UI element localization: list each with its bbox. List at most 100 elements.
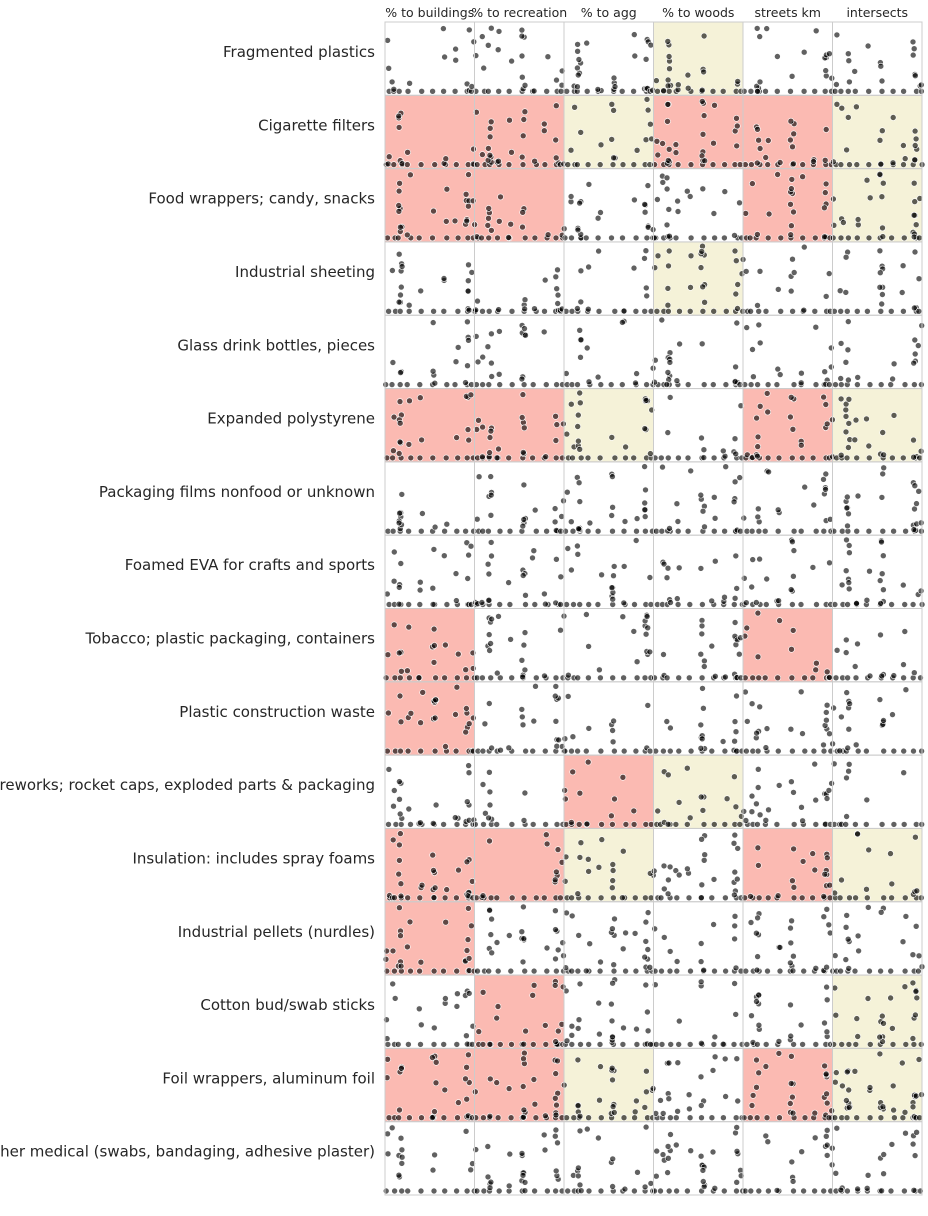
scatter-point (462, 728, 470, 736)
scatter-point (733, 122, 741, 130)
scatter-point (532, 894, 540, 902)
scatter-point (598, 821, 605, 828)
scatter-point (519, 161, 527, 168)
scatter-point (453, 683, 461, 691)
scatter-point (597, 1114, 605, 1121)
scatter-point (494, 1003, 502, 1010)
cell-highlight-positive (832, 828, 922, 902)
scatter-point (790, 208, 797, 216)
scatter-point (641, 499, 649, 507)
scatter-point (913, 1129, 920, 1136)
scatter-point (596, 666, 603, 674)
scatter-point (823, 905, 831, 913)
scatter-point (913, 994, 921, 1002)
scatter-point (820, 476, 827, 483)
scatter-point (558, 81, 566, 89)
scatter-point (507, 967, 515, 975)
scatter-point (800, 88, 808, 95)
scatter-point (852, 674, 860, 682)
scatter-point (568, 894, 575, 902)
scatter-point (697, 1102, 705, 1109)
scatter-point (842, 923, 850, 931)
scatter-point (565, 671, 572, 679)
scatter-point (609, 867, 617, 874)
scatter-point (915, 967, 922, 975)
scatter-point (397, 830, 404, 837)
scatter-point (901, 155, 909, 162)
scatter-point (749, 180, 756, 187)
scatter-point (529, 991, 537, 999)
scatter-point (878, 88, 886, 95)
scatter-point (667, 1041, 675, 1048)
scatter-point (880, 451, 887, 459)
scatter-point (733, 142, 741, 150)
scatter-point (479, 381, 486, 388)
scatter-point (731, 922, 739, 930)
scatter-point (529, 1041, 537, 1048)
scatter-point (484, 1173, 492, 1181)
scatter-point (837, 234, 845, 242)
scatter-point (553, 76, 560, 84)
scatter-point (788, 454, 796, 462)
scatter-point (385, 153, 393, 160)
scatter-point (522, 331, 529, 339)
scatter-point (720, 1114, 727, 1121)
scatter-point (837, 395, 845, 403)
scatter-point (749, 674, 757, 682)
scatter-point (619, 319, 626, 326)
scatter-point (586, 940, 594, 948)
scatter-point (574, 1172, 582, 1180)
scatter-point (610, 107, 617, 114)
scatter-point (480, 64, 488, 72)
scatter-point (823, 1090, 830, 1098)
scatter-point (910, 211, 918, 219)
scatter-point (440, 967, 447, 975)
scatter-point (879, 224, 886, 232)
scatter-point (417, 307, 425, 315)
scatter-point (395, 450, 403, 457)
scatter-point (487, 640, 494, 647)
scatter-point (508, 821, 516, 828)
scatter-point (584, 161, 592, 168)
scatter-point (687, 161, 695, 168)
scatter-point (430, 1187, 438, 1195)
scatter-point (700, 704, 707, 712)
scatter-point (552, 1070, 560, 1077)
scatter-point (730, 601, 738, 608)
scatter-point (521, 967, 529, 975)
scatter-point (775, 1050, 783, 1057)
scatter-point (812, 821, 820, 828)
scatter-point (801, 483, 809, 491)
scatter-point (561, 877, 569, 885)
scatter-point (396, 398, 404, 405)
scatter-point (832, 1011, 840, 1019)
scatter-point (851, 88, 859, 95)
scatter-point (888, 880, 896, 888)
scatter-point (630, 31, 638, 38)
scatter-point (431, 1151, 438, 1159)
scatter-point (719, 88, 727, 95)
scatter-point (479, 892, 487, 900)
scatter-point (698, 1114, 705, 1121)
scatter-point (473, 1187, 481, 1195)
scatter-point (719, 447, 727, 455)
scatter-point (440, 1114, 448, 1121)
scatter-point (487, 931, 495, 938)
scatter-point (440, 821, 447, 828)
scatter-point (407, 821, 414, 828)
scatter-point (463, 1095, 471, 1103)
scatter-point (488, 373, 496, 380)
scatter-point (470, 145, 477, 153)
scatter-point (397, 932, 404, 940)
scatter-point (889, 1025, 896, 1032)
scatter-point (432, 1079, 440, 1087)
scatter-point (700, 68, 707, 76)
scatter-point (383, 1074, 391, 1081)
scatter-point (756, 339, 764, 347)
scatter-point (911, 198, 919, 205)
scatter-point (664, 369, 672, 376)
scatter-point (494, 1114, 502, 1121)
scatter-point (464, 318, 471, 326)
scatter-point (776, 1114, 783, 1121)
scatter-point (415, 234, 423, 242)
